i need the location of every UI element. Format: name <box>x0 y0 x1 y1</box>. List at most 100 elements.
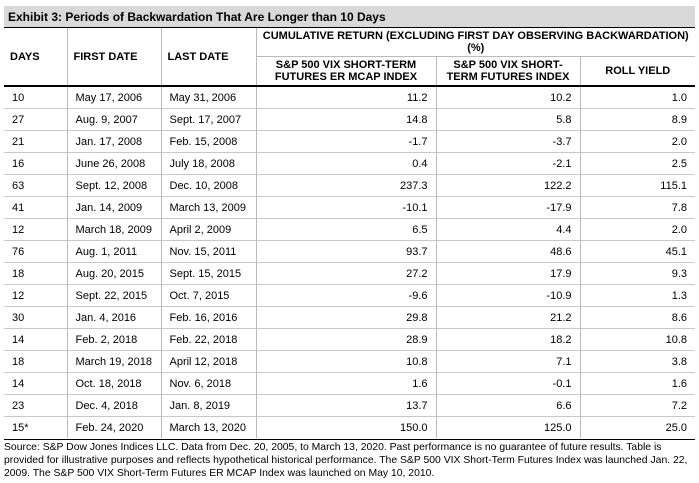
column-header: DAYS <box>4 28 68 87</box>
table-cell: July 18, 2008 <box>161 152 257 175</box>
table-cell: 122.2 <box>436 174 581 197</box>
table-cell: -17.9 <box>436 196 581 219</box>
table-cell: 76 <box>4 240 68 263</box>
table-cell: -10.1 <box>256 196 437 219</box>
table-cell: 6.5 <box>256 218 437 241</box>
table-row: 63 Sept. 12, 2008 Dec. 10, 2008 237.3 122.2 1… <box>4 174 695 197</box>
table-row: 10 May 17, 2006 May 31, 2006 11.2 10.2 1.0 <box>4 85 695 109</box>
table-cell: -9.6 <box>256 284 437 307</box>
table-row: 12 Sept. 22, 2015 Oct. 7, 2015 -9.6 -10.9 1.3 <box>4 284 695 307</box>
table-row: 18 March 19, 2018 April 12, 2018 10.8 7.1 3.8 <box>4 350 695 373</box>
table-cell: 8.6 <box>580 306 695 329</box>
table-cell: 2.5 <box>580 152 695 175</box>
table-cell: Aug. 1, 2011 <box>67 240 162 263</box>
table-cell: April 12, 2018 <box>161 350 257 373</box>
table-cell: 18 <box>4 350 68 373</box>
table-cell: Sept. 12, 2008 <box>67 174 162 197</box>
table-cell: 3.8 <box>580 350 695 373</box>
column-header: FIRST DATE <box>67 28 162 87</box>
table-cell: 10 <box>4 85 68 109</box>
table-cell: March 13, 2009 <box>161 196 257 219</box>
table-cell: 17.9 <box>436 262 581 285</box>
table-row: 14 Feb. 2, 2018 Feb. 22, 2018 28.9 18.2 10.8 <box>4 328 695 351</box>
table-cell: 4.4 <box>436 218 581 241</box>
table-cell: 21.2 <box>436 306 581 329</box>
table-row: 30 Jan. 4, 2016 Feb. 16, 2016 29.8 21.2 8.6 <box>4 306 695 329</box>
table-cell: 5.8 <box>436 108 581 131</box>
table-cell: Aug. 9, 2007 <box>67 108 162 131</box>
table-cell: Oct. 7, 2015 <box>161 284 257 307</box>
title: Exhibit 3: Periods of Backwardation That… <box>4 6 695 28</box>
group-header: CUMULATIVE RETURN (EXCLUDING FIRST DAY O… <box>262 30 689 54</box>
table-cell: 41 <box>4 196 68 219</box>
table-cell: 9.3 <box>580 262 695 285</box>
table-cell: Sept. 22, 2015 <box>67 284 162 307</box>
table-cell: -1.7 <box>256 130 437 153</box>
table-cell: Jan. 14, 2009 <box>67 196 162 219</box>
table-cell: 115.1 <box>580 174 695 197</box>
table-cell: 16 <box>4 152 68 175</box>
table-cell: 1.6 <box>580 372 695 395</box>
table-cell: Sept. 17, 2007 <box>161 108 257 131</box>
table-cell: Dec. 4, 2018 <box>67 394 162 417</box>
table-row: 14 Oct. 18, 2018 Nov. 6, 2018 1.6 -0.1 1.6 <box>4 372 695 395</box>
table-cell: 237.3 <box>256 174 437 197</box>
table-cell: 28.9 <box>256 328 437 351</box>
table-cell: 29.8 <box>256 306 437 329</box>
table-cell: 21 <box>4 130 68 153</box>
table-cell: 1.3 <box>580 284 695 307</box>
table-cell: March 19, 2018 <box>67 350 162 373</box>
table-cell: 14.8 <box>256 108 437 131</box>
table-row: 76 Aug. 1, 2011 Nov. 15, 2011 93.7 48.6 45.1 <box>4 240 695 263</box>
table-row: 27 Aug. 9, 2007 Sept. 17, 2007 14.8 5.8 8.9 <box>4 108 695 131</box>
table-cell: -10.9 <box>436 284 581 307</box>
table-cell: 7.8 <box>580 196 695 219</box>
table-cell: 93.7 <box>256 240 437 263</box>
table-cell: 10.2 <box>436 85 581 109</box>
table-cell: Aug. 20, 2015 <box>67 262 162 285</box>
table-cell: 1.0 <box>580 85 695 109</box>
table-cell: June 26, 2008 <box>67 152 162 175</box>
table-cell: Feb. 2, 2018 <box>67 328 162 351</box>
table-cell: 10.8 <box>580 328 695 351</box>
table-cell: Jan. 17, 2008 <box>67 130 162 153</box>
table-cell: 27.2 <box>256 262 437 285</box>
table-cell: March 18, 2009 <box>67 218 162 241</box>
table-row: 18 Aug. 20, 2015 Sept. 15, 2015 27.2 17.9 9.3 <box>4 262 695 285</box>
table-cell: 48.6 <box>436 240 581 263</box>
table-cell: May 17, 2006 <box>67 85 162 109</box>
table-cell: 23 <box>4 394 68 417</box>
table-row: 12 March 18, 2009 April 2, 2009 6.5 4.4 2.0 <box>4 218 695 241</box>
table-cell: 12 <box>4 218 68 241</box>
table-cell: 45.1 <box>580 240 695 263</box>
table-row: 15* Feb. 24, 2020 March 13, 2020 150.0 125.0… <box>4 416 695 438</box>
table-cell: 27 <box>4 108 68 131</box>
column-header: ROLL YIELD <box>580 56 695 87</box>
table-cell: May 31, 2006 <box>161 85 257 109</box>
table-cell: 125.0 <box>436 416 581 438</box>
table-cell: -0.1 <box>436 372 581 395</box>
table-cell: 6.6 <box>436 394 581 417</box>
table-cell: Jan. 4, 2016 <box>67 306 162 329</box>
table-cell: 18.2 <box>436 328 581 351</box>
table-row: 16 June 26, 2008 July 18, 2008 0.4 -2.1 2.5 <box>4 152 695 175</box>
table-cell: 150.0 <box>256 416 437 438</box>
table-cell: 12 <box>4 284 68 307</box>
table: DAYS FIRST DATE LAST DATE CUMULATIVE RET… <box>4 28 695 438</box>
table-cell: 2.0 <box>580 218 695 241</box>
table-cell: Dec. 10, 2008 <box>161 174 257 197</box>
table-row: 23 Dec. 4, 2018 Jan. 8, 2019 13.7 6.6 7.2 <box>4 394 695 417</box>
table-cell: Oct. 18, 2018 <box>67 372 162 395</box>
table-cell: 25.0 <box>580 416 695 438</box>
table-cell: 18 <box>4 262 68 285</box>
column-header: LAST DATE <box>161 28 257 87</box>
table-cell: 63 <box>4 174 68 197</box>
table-cell: Feb. 15, 2008 <box>161 130 257 153</box>
table-cell: 11.2 <box>256 85 437 109</box>
table-cell: 14 <box>4 328 68 351</box>
table-cell: -2.1 <box>436 152 581 175</box>
table-cell: 2.0 <box>580 130 695 153</box>
table-cell: 8.9 <box>580 108 695 131</box>
column-header: S&P 500 VIX SHORT-TERM FUTURES INDEX <box>436 56 581 87</box>
